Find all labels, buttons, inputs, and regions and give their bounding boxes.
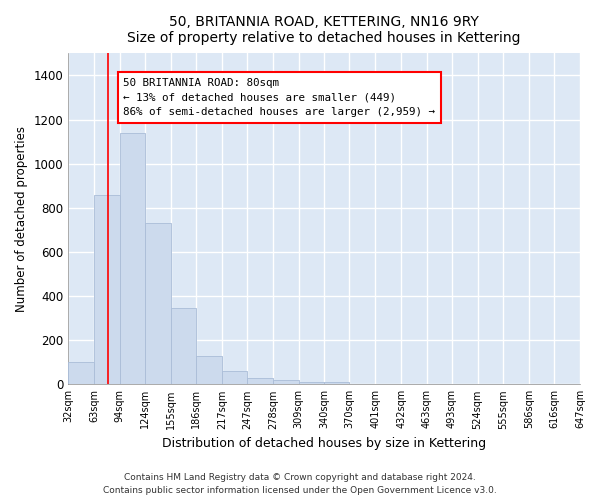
Bar [222, 371, 247, 384]
Bar [120, 132, 145, 384]
Bar [273, 380, 299, 384]
Y-axis label: Number of detached properties: Number of detached properties [15, 126, 28, 312]
Bar [94, 194, 120, 384]
Bar [68, 362, 94, 384]
Bar [325, 382, 349, 384]
Text: 50 BRITANNIA ROAD: 80sqm
← 13% of detached houses are smaller (449)
86% of semi-: 50 BRITANNIA ROAD: 80sqm ← 13% of detach… [123, 78, 435, 117]
Text: Contains HM Land Registry data © Crown copyright and database right 2024.
Contai: Contains HM Land Registry data © Crown c… [103, 474, 497, 495]
Bar [247, 378, 273, 384]
Bar [299, 382, 325, 384]
Bar [196, 356, 222, 384]
Title: 50, BRITANNIA ROAD, KETTERING, NN16 9RY
Size of property relative to detached ho: 50, BRITANNIA ROAD, KETTERING, NN16 9RY … [127, 15, 521, 45]
Bar [145, 223, 170, 384]
X-axis label: Distribution of detached houses by size in Kettering: Distribution of detached houses by size … [162, 437, 486, 450]
Bar [170, 308, 196, 384]
